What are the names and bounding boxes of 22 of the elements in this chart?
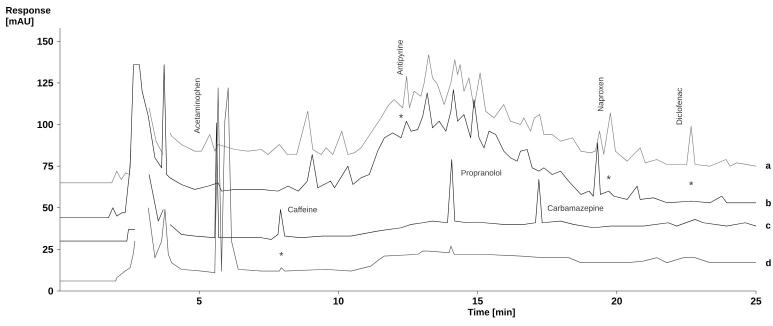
y-tick-label: 25 [42,246,54,253]
y-tick-label: 50 [42,204,54,212]
annotation: * [689,181,694,186]
y-tick-label: 100 [37,121,54,128]
y-tick-label: 75 [42,162,54,170]
y-tick-label: 0 [48,287,54,295]
series-label: c [766,223,771,229]
annotation: * [399,114,404,118]
series-label: a [766,164,771,169]
series-label: b [766,199,771,206]
x-tick-label: 20 [612,298,622,305]
x-tick-label: 10 [333,298,344,305]
series-label: d [766,259,771,266]
x-axis-title: Time [min] [468,308,515,318]
x-tick-label: 5 [196,298,202,304]
x-tick-label: 25 [750,298,762,305]
y-tick-label: 150 [37,38,54,45]
annotation: * [606,175,611,180]
annotation: * [279,252,284,256]
y-axis-title: Response [mAU] [6,7,50,26]
x-tick-label: 15 [472,298,483,304]
y-tick-label: 125 [37,79,54,86]
